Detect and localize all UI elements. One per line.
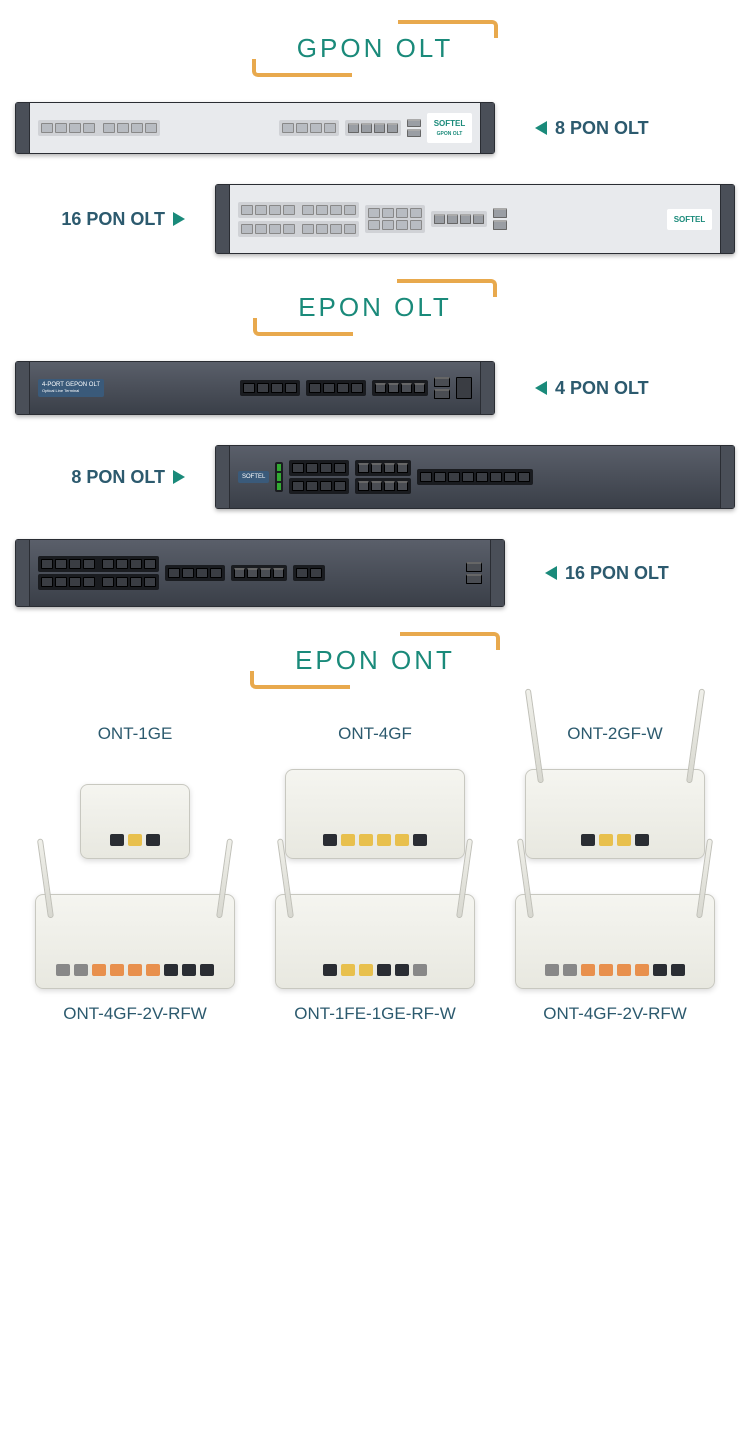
antenna-icon bbox=[686, 689, 705, 784]
section-header-gpon: GPON OLT bbox=[0, 25, 750, 72]
product-label: 4 PON OLT bbox=[535, 378, 649, 399]
ont-label: ONT-4GF-2V-RFW bbox=[543, 1004, 687, 1024]
brand-badge: 4-PORT GEPON OLT Optical Line Terminal bbox=[38, 379, 104, 397]
brand-badge: SOFTEL GPON OLT bbox=[427, 113, 472, 143]
bracket-decoration bbox=[250, 671, 350, 689]
product-row: SOFTEL GPON OLT 8 PON OLT bbox=[0, 102, 750, 154]
ont-device-2gf-w bbox=[525, 769, 705, 859]
ont-cell: ONT-2GF-W bbox=[500, 724, 730, 859]
brand-badge: SOFTEL bbox=[238, 471, 269, 483]
bracket-decoration bbox=[398, 20, 498, 38]
brand-badge: SOFTEL bbox=[667, 209, 712, 230]
arrow-left-icon bbox=[535, 121, 547, 135]
product-label: 16 PON OLT bbox=[61, 209, 185, 230]
ont-label: ONT-2GF-W bbox=[567, 724, 662, 744]
arrow-right-icon bbox=[173, 470, 185, 484]
antenna-icon bbox=[525, 689, 544, 784]
section-header-epon-olt: EPON OLT bbox=[0, 284, 750, 331]
device-8pon-gpon: SOFTEL GPON OLT bbox=[15, 102, 495, 154]
ont-label: ONT-1GE bbox=[98, 724, 173, 744]
product-row: 4-PORT GEPON OLT Optical Line Terminal 4… bbox=[0, 361, 750, 415]
product-row: 16 PON OLT bbox=[0, 539, 750, 607]
arrow-left-icon bbox=[535, 381, 547, 395]
device-8pon-epon: SOFTEL bbox=[215, 445, 735, 509]
bracket-decoration bbox=[397, 279, 497, 297]
section-header-epon-ont: EPON ONT bbox=[0, 637, 750, 684]
ont-label: ONT-1FE-1GE-RF-W bbox=[294, 1004, 456, 1024]
ont-cell: ONT-4GF-2V-RFW bbox=[20, 879, 250, 1024]
ont-cell: ONT-1FE-1GE-RF-W bbox=[260, 879, 490, 1024]
ont-grid-row2: ONT-4GF-2V-RFW ONT-1FE-1GE-RF-W ONT-4GF-… bbox=[0, 879, 750, 1024]
ont-label: ONT-4GF bbox=[338, 724, 412, 744]
ont-grid-row1: ONT-1GE ONT-4GF ONT-2GF-W bbox=[0, 724, 750, 859]
product-label: 8 PON OLT bbox=[71, 467, 185, 488]
product-label: 8 PON OLT bbox=[535, 118, 649, 139]
ont-device-4gf bbox=[285, 769, 465, 859]
bracket-decoration bbox=[252, 59, 352, 77]
ont-device-1ge bbox=[80, 784, 190, 859]
bracket-decoration bbox=[253, 318, 353, 336]
ont-device-4gf-2v-rfw-2 bbox=[515, 894, 715, 989]
device-16pon-gpon: SOFTEL bbox=[215, 184, 735, 254]
ont-cell: ONT-4GF-2V-RFW bbox=[500, 879, 730, 1024]
product-row: 16 PON OLT bbox=[0, 184, 750, 254]
arrow-right-icon bbox=[173, 212, 185, 226]
product-label: 16 PON OLT bbox=[545, 563, 669, 584]
ont-device-1fe-1ge-rf-w bbox=[275, 894, 475, 989]
ont-cell: ONT-4GF bbox=[260, 724, 490, 859]
product-row: 8 PON OLT SOFTEL bbox=[0, 445, 750, 509]
ont-cell: ONT-1GE bbox=[20, 724, 250, 859]
ont-device-4gf-2v-rfw bbox=[35, 894, 235, 989]
ont-label: ONT-4GF-2V-RFW bbox=[63, 1004, 207, 1024]
device-4pon-epon: 4-PORT GEPON OLT Optical Line Terminal bbox=[15, 361, 495, 415]
device-16pon-epon bbox=[15, 539, 505, 607]
arrow-left-icon bbox=[545, 566, 557, 580]
bracket-decoration bbox=[400, 632, 500, 650]
